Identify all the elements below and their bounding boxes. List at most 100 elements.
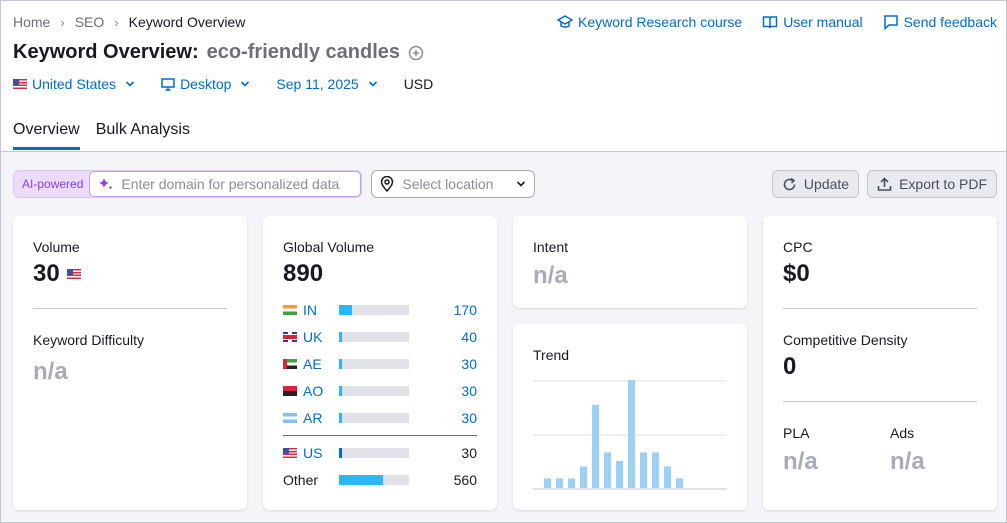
country-code: UK bbox=[303, 329, 323, 345]
update-button[interactable]: Update bbox=[771, 170, 860, 198]
global-volume-value: 890 bbox=[283, 260, 324, 287]
chevron-right-icon: › bbox=[114, 14, 119, 30]
global-volume-label: Global Volume bbox=[283, 239, 375, 255]
graduation-cap-icon bbox=[557, 15, 574, 28]
country-bar-fill bbox=[339, 413, 342, 423]
trend-bar[interactable] bbox=[568, 478, 575, 488]
country-filter-label: United States bbox=[32, 76, 117, 92]
card-divider bbox=[783, 308, 977, 309]
country-bar-fill bbox=[339, 305, 353, 315]
trend-bar[interactable] bbox=[652, 452, 659, 488]
country-bar bbox=[339, 413, 409, 423]
chevron-right-icon: › bbox=[60, 14, 65, 30]
volume-card: Volume 30 Keyword Difficulty n/a bbox=[13, 216, 247, 510]
country-row-ar[interactable]: AR 30 bbox=[283, 410, 477, 426]
action-buttons: Update Export to PDF bbox=[771, 170, 997, 198]
ai-powered-label: AI-powered bbox=[22, 177, 84, 191]
trend-bar[interactable] bbox=[640, 452, 647, 488]
trend-card: Trend bbox=[513, 324, 747, 510]
card-divider bbox=[783, 401, 977, 402]
location-placeholder: Select location bbox=[402, 176, 494, 192]
uae-flag-icon bbox=[283, 359, 297, 369]
angola-flag-icon bbox=[283, 386, 297, 396]
breadcrumb-current: Keyword Overview bbox=[128, 14, 246, 30]
country-row-us[interactable]: US 30 bbox=[283, 445, 477, 461]
chevron-down-icon bbox=[125, 81, 135, 87]
title-prefix: Keyword Overview: bbox=[13, 41, 199, 63]
us-flag-icon bbox=[283, 448, 297, 458]
country-value: 170 bbox=[453, 302, 477, 318]
trend-bar[interactable] bbox=[604, 452, 611, 488]
country-bar bbox=[339, 386, 409, 396]
update-button-label: Update bbox=[803, 176, 850, 192]
country-value: 30 bbox=[461, 410, 477, 426]
country-row-ao[interactable]: AO 30 bbox=[283, 383, 477, 399]
tab-overview[interactable]: Overview bbox=[13, 121, 80, 150]
domain-input-placeholder: Enter domain for personalized data bbox=[121, 176, 340, 192]
trend-bar[interactable] bbox=[544, 478, 551, 488]
breadcrumb-seo[interactable]: SEO bbox=[74, 14, 105, 30]
other-label: Other bbox=[283, 472, 319, 488]
date-filter[interactable]: Sep 11, 2025 bbox=[276, 76, 377, 92]
trend-bar[interactable] bbox=[664, 466, 671, 488]
keyword-difficulty-label: Keyword Difficulty bbox=[33, 332, 145, 348]
intent-label: Intent bbox=[533, 239, 569, 255]
us-flag-icon bbox=[66, 269, 81, 279]
ai-domain-box: AI-powered Enter domain for personalized… bbox=[13, 170, 363, 198]
chat-bubble-icon bbox=[883, 15, 898, 30]
send-feedback-label: Send feedback bbox=[903, 14, 997, 30]
competitive-density-label: Competitive Density bbox=[783, 332, 908, 348]
breadcrumb-home[interactable]: Home bbox=[13, 14, 51, 30]
card-divider bbox=[283, 435, 477, 436]
volume-label: Volume bbox=[33, 239, 80, 255]
global-volume-card: Global Volume 890 IN 170 UK 40 AE 30 AO … bbox=[263, 216, 497, 510]
book-icon bbox=[762, 16, 778, 29]
tab-bulk-analysis[interactable]: Bulk Analysis bbox=[95, 121, 190, 138]
card-divider bbox=[33, 308, 227, 309]
country-bar bbox=[339, 305, 409, 315]
device-filter[interactable]: Desktop bbox=[161, 76, 250, 92]
ads-label: Ads bbox=[890, 425, 915, 441]
sparkle-icon bbox=[99, 178, 113, 190]
trend-bar[interactable] bbox=[556, 478, 563, 488]
trend-bar[interactable] bbox=[676, 478, 683, 488]
country-bar-fill bbox=[339, 475, 384, 485]
domain-input[interactable]: Enter domain for personalized data bbox=[89, 171, 362, 197]
country-code: AE bbox=[303, 356, 322, 372]
breadcrumb: Home › SEO › Keyword Overview bbox=[13, 14, 245, 30]
country-bar bbox=[339, 359, 409, 369]
country-bar-fill bbox=[339, 448, 342, 458]
location-select[interactable]: Select location bbox=[371, 170, 536, 198]
country-row-in[interactable]: IN 170 bbox=[283, 302, 477, 318]
keyword-research-course-link[interactable]: Keyword Research course bbox=[557, 14, 742, 30]
other-value: 560 bbox=[453, 472, 477, 488]
country-bar bbox=[339, 448, 409, 458]
course-link-label: Keyword Research course bbox=[578, 14, 743, 30]
uk-flag-icon bbox=[283, 332, 297, 342]
country-row-uk[interactable]: UK 40 bbox=[283, 329, 477, 345]
country-value: 30 bbox=[461, 356, 477, 372]
trend-bar[interactable] bbox=[580, 466, 587, 488]
volume-value: 30 bbox=[33, 260, 60, 287]
page-title: Keyword Overview: eco-friendly candles bbox=[13, 41, 424, 64]
country-value: 40 bbox=[461, 329, 477, 345]
trend-bar[interactable] bbox=[628, 380, 635, 488]
trend-bar[interactable] bbox=[592, 404, 599, 488]
country-row-ae[interactable]: AE 30 bbox=[283, 356, 477, 372]
send-feedback-link[interactable]: Send feedback bbox=[883, 14, 997, 30]
country-row-other: Other 560 bbox=[283, 472, 477, 488]
competitive-density-value: 0 bbox=[783, 353, 797, 380]
country-filter[interactable]: United States bbox=[13, 76, 135, 92]
date-filter-label: Sep 11, 2025 bbox=[276, 76, 359, 92]
pla-value: n/a bbox=[783, 448, 818, 475]
add-circle-icon[interactable] bbox=[408, 45, 424, 61]
country-bar-fill bbox=[339, 386, 342, 396]
upload-icon bbox=[877, 176, 892, 191]
export-pdf-button[interactable]: Export to PDF bbox=[867, 170, 997, 198]
toolbar: AI-powered Enter domain for personalized… bbox=[13, 170, 536, 198]
intent-value: n/a bbox=[533, 262, 568, 289]
chevron-down-icon bbox=[241, 81, 250, 87]
trend-bar[interactable] bbox=[616, 461, 623, 488]
user-manual-link[interactable]: User manual bbox=[762, 14, 863, 30]
top-links: Keyword Research course User manual Send… bbox=[557, 14, 997, 30]
